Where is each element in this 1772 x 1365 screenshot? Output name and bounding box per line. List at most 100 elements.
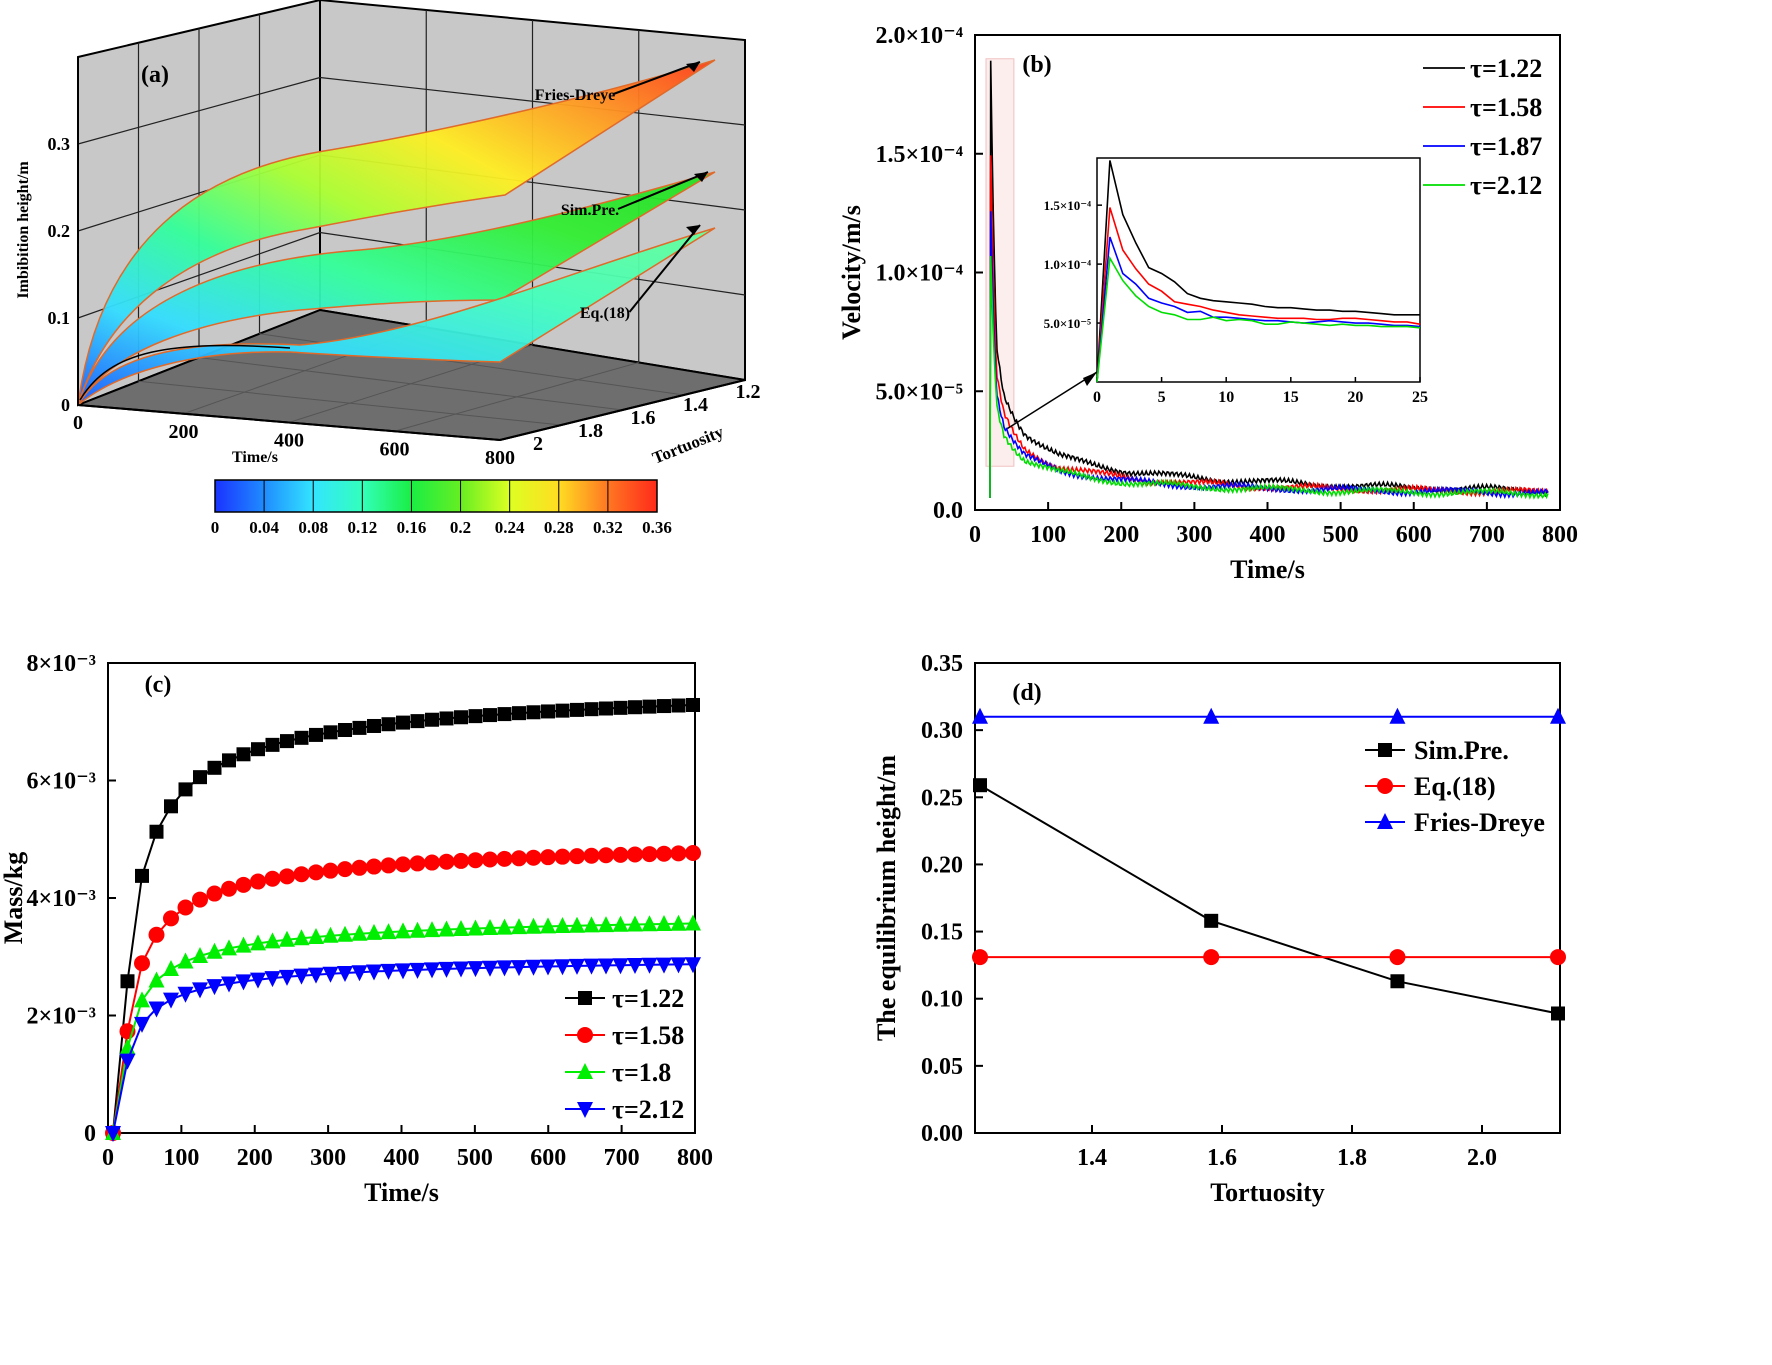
mass-series-marker: [685, 957, 701, 974]
mass-series-marker: [670, 914, 687, 931]
mass-series-marker: [293, 866, 310, 883]
inset-x-tick-label: 10: [1218, 389, 1234, 406]
surface-annotation: Eq.(18): [580, 305, 630, 322]
mass-series-marker: [235, 936, 252, 953]
mass-series-marker: [163, 960, 179, 977]
colorbar-tick-label: 0.28: [544, 518, 574, 537]
y-tick-label: 1.5×10⁻⁴: [875, 142, 963, 168]
z-axis-title: Imbibition height/m: [15, 161, 32, 299]
mass-series-marker: [163, 992, 179, 1009]
x-tick-label: 0: [969, 522, 981, 548]
mass-series-marker: [627, 846, 643, 863]
x-axis-title: Tortuosity: [1210, 1178, 1325, 1207]
mass-series-marker: [367, 718, 381, 733]
mass-series-marker: [496, 960, 513, 977]
mass-series-marker: [366, 858, 382, 875]
mass-series-marker: [511, 960, 527, 977]
x-tick-label: 200: [1103, 522, 1139, 548]
annotation-arrowhead: [686, 62, 700, 72]
mass-series-marker: [352, 720, 367, 735]
mass-series-marker: [221, 939, 237, 956]
mass-series-marker: [264, 870, 281, 887]
height-series-marker: [972, 707, 988, 724]
x-tick-label: 600: [530, 1145, 566, 1171]
colorbar-tick-label: 0.32: [593, 518, 623, 537]
y-tick-label: 4×10⁻³: [26, 886, 96, 912]
y-tick-label: 0.15: [921, 920, 963, 946]
x-tick-label: 500: [1323, 522, 1359, 548]
mass-series-marker: [598, 847, 614, 864]
mass-series-marker: [657, 699, 671, 714]
height-series-marker: [1204, 913, 1219, 928]
mass-series-marker: [409, 962, 426, 979]
mass-series-marker: [612, 915, 629, 932]
y-tick-label: 2: [533, 433, 543, 455]
mass-series-marker: [279, 969, 295, 986]
mass-series-marker: [642, 699, 657, 714]
mass-series-marker: [280, 734, 294, 749]
y-tick-label: 1.8: [578, 420, 603, 442]
mass-series-marker: [453, 961, 469, 978]
x-tick-label: 300: [1176, 522, 1212, 548]
mass-series-marker: [337, 925, 353, 942]
mass-series-marker: [410, 714, 425, 729]
mass-series-marker: [541, 704, 555, 719]
mass-series-marker: [148, 926, 165, 943]
floor-gridline: [394, 362, 639, 432]
mass-series-marker: [351, 859, 368, 876]
panel-letter: (b): [1022, 52, 1051, 78]
colorbar: [214, 479, 658, 513]
inset-pointer-arrowhead: [1083, 372, 1097, 386]
mass-series-marker: [409, 921, 426, 938]
mass-series-marker: [627, 915, 643, 932]
panel-letter: (a): [141, 62, 169, 88]
x-tick-label: 400: [274, 430, 304, 452]
x-tick-label: 1.8: [1337, 1145, 1367, 1171]
colorbar-tick-label: 0.2: [450, 518, 471, 537]
mass-series-marker: [612, 846, 629, 863]
mass-series-marker: [192, 982, 208, 999]
legend-label: Eq.(18): [1414, 772, 1496, 801]
mass-series-marker: [322, 966, 339, 983]
mass-series-marker: [236, 747, 251, 762]
floor-gridline: [198, 357, 623, 411]
mass-series-marker: [656, 914, 672, 931]
inset-x-tick-label: 25: [1412, 389, 1428, 406]
mass-series-marker: [598, 916, 614, 933]
height-series-marker: [1203, 707, 1220, 724]
mass-series-marker: [134, 955, 150, 972]
y-tick-label: 2×10⁻³: [26, 1004, 96, 1030]
mass-series-marker: [497, 707, 512, 722]
mass-series-marker: [351, 965, 368, 982]
panel-letter: (d): [1012, 680, 1041, 706]
x-tick-label: 600: [1396, 522, 1432, 548]
mass-series-marker: [569, 848, 585, 865]
legend-label: τ=1.22: [612, 984, 684, 1013]
mass-series-marker: [381, 717, 396, 732]
x-tick-label: 1.4: [1077, 1145, 1107, 1171]
mass-series-marker: [612, 958, 629, 975]
y-tick-label: 0.30: [921, 718, 963, 744]
height-series-marker: [1389, 707, 1406, 724]
mass-series-marker: [525, 959, 542, 976]
mass-series-marker: [409, 855, 426, 872]
mass-series-marker: [540, 959, 556, 976]
inset-x-tick-label: 15: [1283, 389, 1299, 406]
inset-y-tick-label: 1.5×10⁻⁴: [1044, 198, 1092, 213]
mass-series-marker: [467, 852, 484, 869]
mass-series-marker: [686, 697, 700, 712]
mass-series-marker: [206, 979, 223, 996]
surface-annotation: Sim.Pre.: [561, 202, 619, 219]
legend-label: τ=2.12: [612, 1095, 684, 1124]
mass-series-marker: [583, 847, 600, 864]
mass-series-marker: [496, 850, 513, 867]
mass-series-marker: [149, 824, 164, 839]
y-tick-label: 0.20: [921, 852, 963, 878]
mass-series-marker: [351, 924, 368, 941]
y-tick-label: 6×10⁻³: [26, 769, 96, 795]
mass-series-marker: [671, 698, 686, 713]
mass-series-marker: [395, 856, 411, 873]
mass-series-marker: [496, 918, 513, 935]
x-axis-line: [77, 404, 501, 441]
